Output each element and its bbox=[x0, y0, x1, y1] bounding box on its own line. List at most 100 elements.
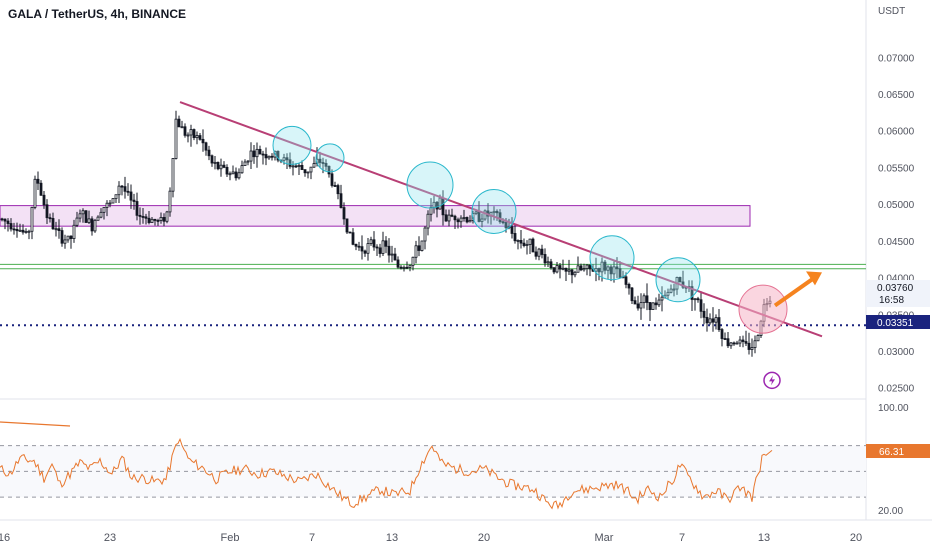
candle-body-58 bbox=[174, 118, 178, 159]
price-tick-3: 0.05500 bbox=[878, 163, 915, 174]
candle-body-198 bbox=[594, 268, 598, 272]
candle-body-109 bbox=[327, 165, 331, 175]
candle-body-217 bbox=[651, 302, 655, 310]
price-tick-5: 0.04500 bbox=[878, 237, 915, 248]
candle-body-73 bbox=[219, 164, 223, 170]
candle-body-138 bbox=[414, 245, 418, 258]
candle-body-206 bbox=[618, 268, 622, 278]
candle-body-15 bbox=[45, 204, 49, 219]
candle-body-246 bbox=[738, 339, 742, 344]
candle-body-22 bbox=[66, 235, 70, 241]
candle-body-116 bbox=[348, 231, 352, 234]
candle-body-18 bbox=[54, 228, 58, 231]
candle-body-120 bbox=[360, 246, 364, 252]
candle-body-171 bbox=[513, 233, 517, 242]
candle-body-132 bbox=[396, 259, 400, 268]
candle-body-130 bbox=[390, 253, 394, 256]
candle-body-33 bbox=[99, 211, 103, 218]
candle-body-28 bbox=[84, 210, 88, 223]
candle-body-90 bbox=[270, 155, 274, 158]
resistance-zone bbox=[0, 205, 751, 227]
candle-body-76 bbox=[228, 173, 232, 176]
candle-body-25 bbox=[75, 217, 79, 226]
candle-body-152 bbox=[456, 219, 460, 223]
candle-body-142 bbox=[426, 213, 430, 229]
candle-body-210 bbox=[630, 287, 634, 302]
candle-body-23 bbox=[69, 235, 73, 239]
touch-circle-5 bbox=[655, 257, 701, 303]
arrow-shaft bbox=[773, 277, 814, 308]
candle-body-61 bbox=[183, 126, 187, 136]
candle-body-108 bbox=[324, 162, 328, 167]
candle-body-92 bbox=[276, 150, 280, 161]
candle-body-186 bbox=[558, 265, 562, 270]
candle-body-211 bbox=[633, 300, 637, 305]
candle-body-63 bbox=[189, 129, 193, 136]
candle-body-3 bbox=[9, 223, 13, 230]
candle-body-66 bbox=[198, 135, 202, 140]
candle-body-78 bbox=[234, 171, 238, 179]
candle-body-245 bbox=[735, 342, 739, 345]
candle-body-192 bbox=[576, 265, 580, 273]
candle-body-240 bbox=[720, 329, 724, 339]
candle-body-251 bbox=[753, 340, 757, 348]
candle-body-10 bbox=[30, 206, 34, 232]
candle-body-168 bbox=[504, 222, 508, 229]
time-tick-9: 20 bbox=[850, 532, 862, 544]
candle-body-51 bbox=[153, 218, 157, 221]
candle-body-190 bbox=[570, 269, 574, 276]
candle-body-101 bbox=[303, 169, 307, 174]
candle-body-216 bbox=[648, 302, 652, 310]
candle-body-121 bbox=[363, 250, 367, 254]
candle-body-40 bbox=[120, 185, 124, 188]
candle-body-129 bbox=[387, 245, 391, 256]
candle-body-250 bbox=[750, 347, 754, 350]
candle-body-123 bbox=[369, 239, 373, 245]
price-tick-2: 0.06000 bbox=[878, 127, 915, 138]
time-tick-1: 23 bbox=[104, 532, 116, 544]
rsi-panel: 100.00 20.00 bbox=[0, 403, 909, 517]
candle-body-249 bbox=[747, 342, 751, 350]
candle-body-60 bbox=[180, 126, 184, 129]
candle-body-100 bbox=[300, 164, 304, 171]
candle-body-185 bbox=[555, 265, 559, 273]
candle-body-97 bbox=[291, 165, 295, 168]
candle-body-17 bbox=[51, 218, 55, 230]
candle-body-208 bbox=[624, 276, 628, 285]
candle-body-134 bbox=[402, 266, 406, 269]
candle-body-117 bbox=[351, 232, 355, 245]
candle-body-29 bbox=[87, 218, 91, 223]
candle-body-165 bbox=[495, 210, 499, 214]
candle-body-215 bbox=[645, 295, 649, 303]
candle-body-65 bbox=[195, 135, 199, 139]
candle-body-135 bbox=[405, 266, 409, 269]
candle-body-125 bbox=[375, 246, 379, 249]
candle-body-158 bbox=[474, 211, 478, 214]
touch-circle-0 bbox=[272, 125, 312, 165]
time-tick-7: 7 bbox=[679, 532, 685, 544]
candle-body-74 bbox=[222, 164, 226, 168]
candle-body-64 bbox=[192, 129, 196, 139]
candle-body-131 bbox=[393, 253, 397, 261]
candle-body-7 bbox=[21, 229, 25, 233]
candle-body-98 bbox=[294, 165, 298, 168]
candle-body-244 bbox=[732, 342, 736, 345]
candle-body-9 bbox=[27, 230, 31, 233]
candle-body-81 bbox=[243, 161, 247, 167]
candle-body-226 bbox=[678, 277, 682, 283]
touch-circle-4 bbox=[589, 235, 635, 281]
currency-label: USDT bbox=[878, 6, 906, 17]
candle-body-243 bbox=[729, 342, 733, 347]
candle-body-19 bbox=[57, 228, 61, 231]
candle-body-140 bbox=[420, 240, 424, 251]
candle-body-95 bbox=[285, 157, 289, 161]
candle-body-204 bbox=[612, 266, 616, 275]
candle-body-50 bbox=[150, 218, 154, 223]
candle-body-173 bbox=[519, 240, 523, 244]
candle-body-166 bbox=[498, 212, 502, 223]
price-tick-1: 0.06500 bbox=[878, 90, 915, 101]
candle-body-196 bbox=[588, 264, 592, 270]
candle-body-155 bbox=[465, 217, 469, 223]
candle-body-150 bbox=[450, 214, 454, 217]
